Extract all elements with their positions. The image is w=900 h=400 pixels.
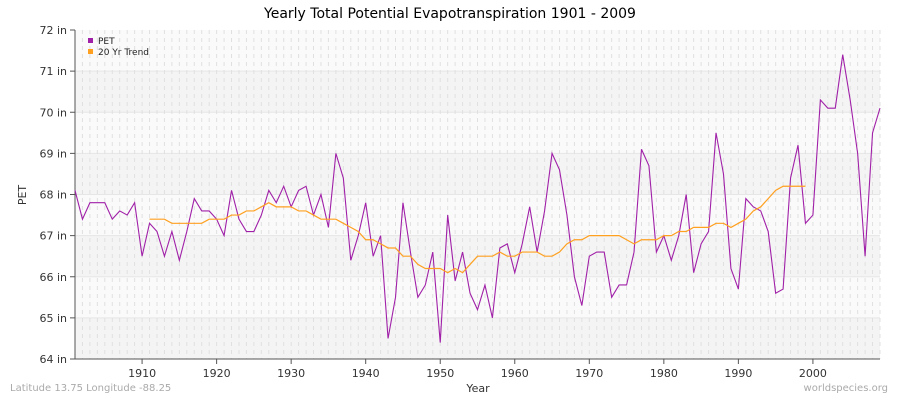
y-tick-label: 68 in [39, 189, 67, 202]
legend-swatch [88, 38, 93, 43]
x-tick-label: 1930 [277, 367, 305, 380]
x-tick-label: 1920 [203, 367, 231, 380]
trend-line [149, 185, 806, 274]
x-tick-label: 1950 [426, 367, 454, 380]
x-tick-label: 2000 [799, 367, 827, 380]
y-tick-label: 70 in [39, 106, 67, 119]
y-tick-label: 67 in [39, 230, 67, 243]
x-axis-label: Year [465, 382, 490, 395]
x-tick-label: 1990 [724, 367, 752, 380]
legend-swatch [88, 49, 93, 54]
x-tick-label: 1940 [352, 367, 380, 380]
y-tick-label: 64 in [39, 353, 67, 366]
grid-band [75, 71, 880, 113]
chart-title: Yearly Total Potential Evapotranspiratio… [264, 6, 636, 22]
source-label: worldspecies.org [803, 383, 888, 394]
y-axis-label: PET [16, 185, 29, 206]
x-tick-label: 1910 [128, 367, 156, 380]
y-tick-label: 71 in [39, 65, 67, 78]
y-tick-label: 65 in [39, 312, 67, 325]
y-tick-label: 72 in [39, 24, 67, 37]
y-tick-label: 66 in [39, 271, 67, 284]
y-tick-label: 69 in [39, 147, 67, 160]
location-label: Latitude 13.75 Longitude -88.25 [10, 383, 172, 394]
x-tick-label: 1970 [575, 367, 603, 380]
x-tick-label: 1960 [501, 367, 529, 380]
legend-label: 20 Yr Trend [98, 48, 149, 58]
pet-line [74, 54, 881, 343]
x-tick-label: 1980 [650, 367, 678, 380]
legend-label: PET [98, 37, 115, 47]
